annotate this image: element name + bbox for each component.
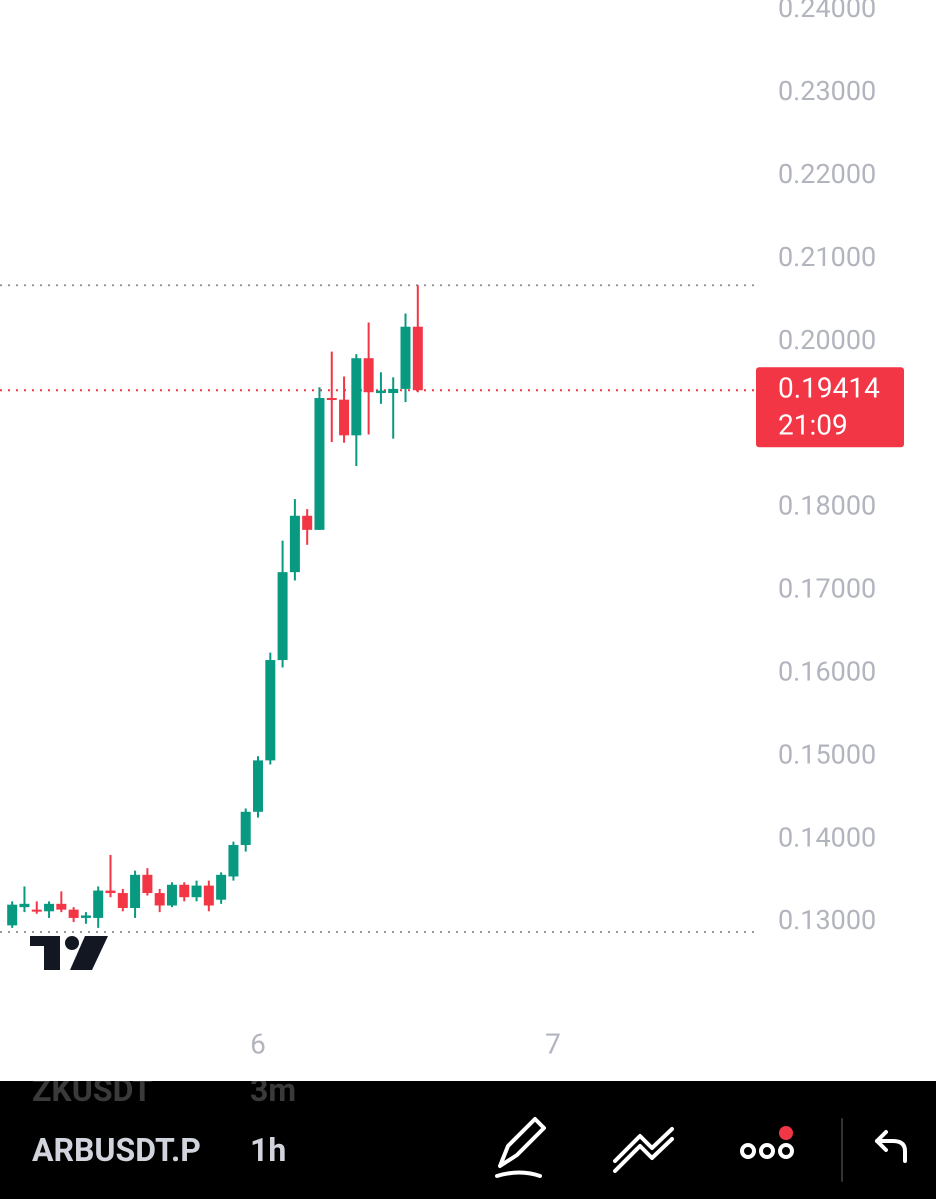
candle-body (44, 903, 55, 912)
candle-body (142, 874, 153, 894)
candle-body (375, 390, 386, 394)
candle-body (7, 904, 18, 926)
undo-icon[interactable] (875, 1130, 907, 1163)
toolbar-icons (495, 1117, 907, 1182)
last-price-label: 0.19414 (778, 372, 880, 405)
candle-body (314, 398, 325, 530)
y-tick-label: 0.17000 (778, 573, 876, 605)
y-tick-label: 0.24000 (778, 0, 876, 24)
y-tick-label: 0.23000 (778, 75, 876, 107)
candle-body (363, 358, 374, 393)
bottom-toolbar: ZKUSDT 3m ARBUSDT.P 1h (0, 1081, 936, 1199)
candle-body (154, 893, 165, 906)
symbol[interactable]: ARBUSDT.P (32, 1131, 201, 1169)
candle-body (68, 909, 79, 918)
candle-body (228, 844, 239, 877)
candle-body (56, 903, 67, 910)
candle-body (253, 760, 264, 812)
candle-body (31, 909, 42, 912)
candle-body (179, 884, 190, 898)
candle-body (326, 398, 337, 401)
tradingview-logo (30, 936, 108, 970)
chart: 0.240000.230000.220000.210000.200000.190… (0, 0, 904, 1060)
candle-body (19, 903, 30, 908)
candle-body (203, 885, 214, 906)
candle-body (351, 358, 362, 436)
candle-body (289, 515, 300, 573)
draw-icon[interactable] (495, 1117, 546, 1178)
candle-body (388, 388, 399, 394)
symbol[interactable]: ZKUSDT (32, 1081, 153, 1109)
candle-body (412, 326, 423, 391)
x-tick-label: 7 (545, 1027, 561, 1060)
candle-body (277, 572, 288, 661)
y-tick-label: 0.21000 (778, 241, 876, 273)
candle-body (105, 890, 116, 894)
drawings-icon[interactable] (613, 1127, 674, 1173)
candle-body (191, 885, 202, 898)
notification-dot (779, 1126, 793, 1140)
candle-body (80, 915, 91, 918)
interval[interactable]: 3m (250, 1081, 297, 1109)
candle-body (240, 811, 251, 845)
y-tick-label: 0.14000 (778, 821, 876, 853)
y-tick-label: 0.15000 (778, 738, 876, 770)
interval[interactable]: 1h (250, 1131, 287, 1169)
candle-body (130, 874, 141, 908)
y-tick-label: 0.22000 (778, 158, 876, 190)
candle-body (265, 660, 276, 761)
y-tick-label: 0.13000 (778, 904, 876, 936)
x-tick-label: 6 (250, 1027, 266, 1060)
y-tick-label: 0.16000 (778, 655, 876, 687)
candle-body (302, 515, 313, 530)
y-tick-label: 0.20000 (778, 324, 876, 356)
candle-body (216, 874, 227, 900)
countdown-label: 21:09 (778, 409, 848, 442)
candle-body (117, 893, 128, 908)
price-tag (756, 367, 904, 448)
more-icon[interactable] (740, 1143, 794, 1159)
candle-body (400, 326, 411, 389)
candle-body (93, 890, 104, 918)
y-tick-label: 0.18000 (778, 490, 876, 522)
candle-body (339, 399, 350, 436)
candle-body (166, 884, 177, 906)
